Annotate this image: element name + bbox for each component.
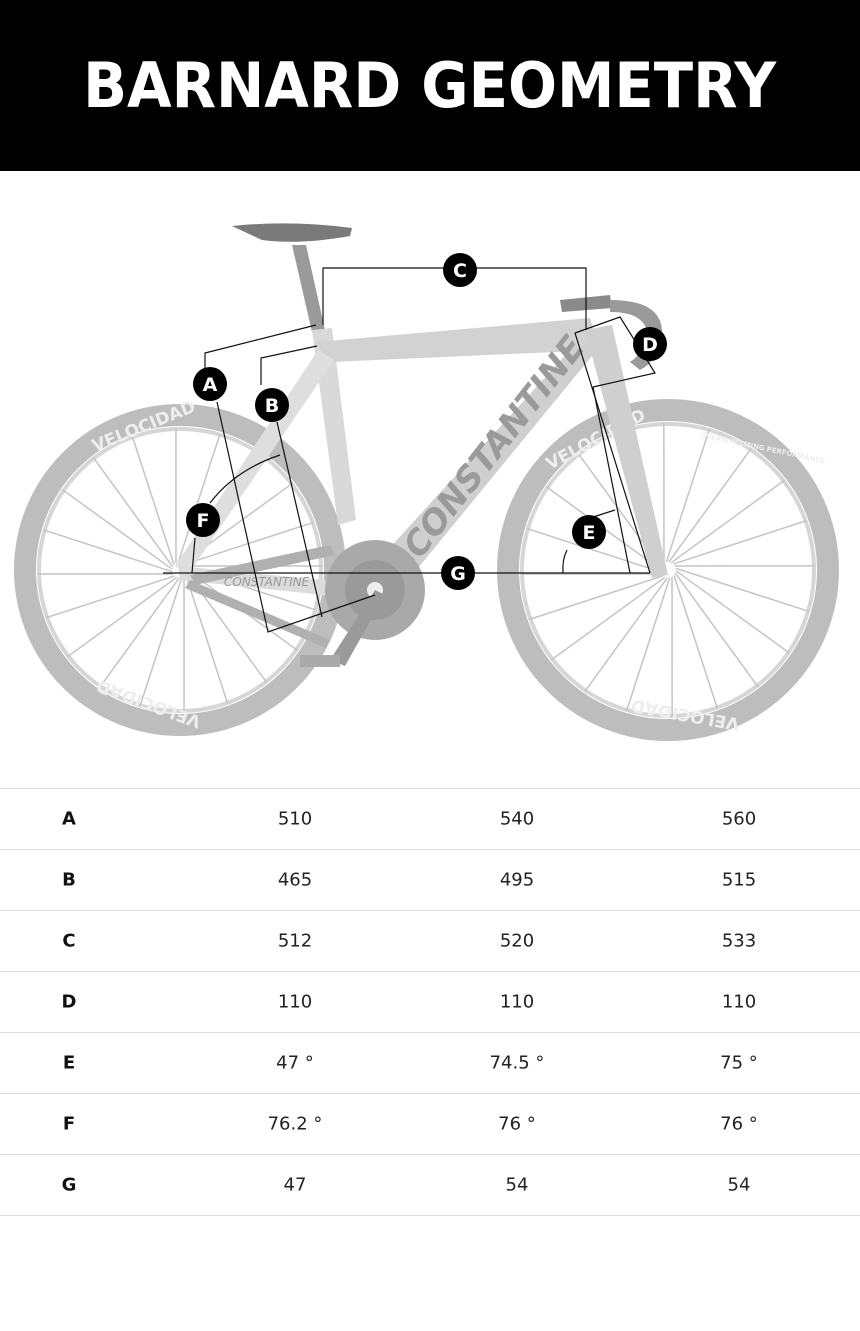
spoke xyxy=(62,489,173,570)
spoke xyxy=(675,567,810,613)
table-row: B 465 495 515 xyxy=(0,850,860,911)
spoke xyxy=(670,479,785,564)
spoke xyxy=(675,570,790,654)
line-f-arc xyxy=(209,454,281,504)
dimension-markers: A B C D E F G xyxy=(186,253,667,590)
spoke xyxy=(185,575,229,704)
svg-text:A: A xyxy=(203,374,218,396)
spoke xyxy=(99,577,180,688)
table-row: D 110 110 110 xyxy=(0,972,860,1033)
row-key: B xyxy=(62,869,76,891)
marker-g: G xyxy=(441,556,475,590)
spoke xyxy=(185,521,314,565)
spoke xyxy=(625,577,671,712)
bike-geometry-diagram: VELOCIDAD VELOCIDAD VELOCIDAD OVERWHELMI… xyxy=(0,171,860,789)
row-key: C xyxy=(62,930,76,952)
row-value: 54 xyxy=(727,1174,751,1196)
marker-b: B xyxy=(255,388,289,422)
row-value: 47 ° xyxy=(276,1052,314,1074)
row-value: 110 xyxy=(499,991,535,1013)
row-value: 533 xyxy=(721,930,757,952)
line-b-seat xyxy=(276,421,323,618)
row-value: 495 xyxy=(499,869,535,891)
row-value: 540 xyxy=(499,808,535,830)
row-value: 75 ° xyxy=(720,1052,758,1074)
spoke xyxy=(92,457,174,568)
line-head xyxy=(574,332,651,574)
spoke xyxy=(526,527,661,573)
marker-a: A xyxy=(193,367,227,401)
spoke xyxy=(131,436,175,565)
svg-text:B: B xyxy=(265,395,279,417)
svg-text:G: G xyxy=(450,563,466,585)
row-value: 110 xyxy=(277,991,313,1013)
spoke xyxy=(674,572,759,687)
spoke xyxy=(529,575,663,621)
spoke xyxy=(46,575,175,619)
spoke xyxy=(177,433,221,563)
row-value: 515 xyxy=(721,869,757,891)
spoke xyxy=(67,576,178,658)
spoke xyxy=(673,519,807,565)
spoke xyxy=(673,575,719,709)
line-b xyxy=(260,345,318,385)
front-wheel: VELOCIDAD OVERWHELMING PERFORMANCE VELOC… xyxy=(497,399,839,741)
line-fork xyxy=(592,386,631,574)
marker-e: E xyxy=(572,515,606,549)
svg-text:F: F xyxy=(197,510,210,532)
table-row: C 512 520 533 xyxy=(0,911,860,972)
spoke xyxy=(43,529,173,573)
row-value: 510 xyxy=(277,808,313,830)
row-value: 110 xyxy=(721,991,757,1013)
spoke xyxy=(139,577,183,707)
marker-c: C xyxy=(443,253,477,287)
spoke xyxy=(551,576,666,661)
line-f xyxy=(191,537,196,574)
bicycle-image: VELOCIDAD VELOCIDAD VELOCIDAD OVERWHELMI… xyxy=(14,223,839,741)
table-row: A 510 540 560 xyxy=(0,789,860,850)
table-row: G 47 54 54 xyxy=(0,1155,860,1216)
row-key: E xyxy=(62,1052,76,1074)
chainstay-brand-text: CONSTANTINE xyxy=(224,575,310,589)
geometry-table: A 510 540 560 B 465 495 515 C 512 520 533 D 110 110 110… xyxy=(0,788,860,1216)
spoke xyxy=(665,428,711,563)
row-key: D xyxy=(61,991,77,1013)
table-row: F 76.2 ° 76 ° 76 ° xyxy=(0,1094,860,1155)
row-value: 560 xyxy=(721,808,757,830)
svg-text:D: D xyxy=(642,334,658,356)
row-key: G xyxy=(61,1174,77,1196)
row-value: 76.2 ° xyxy=(267,1113,323,1135)
line-a xyxy=(204,324,317,370)
row-value: 520 xyxy=(499,930,535,952)
line-e-arc2 xyxy=(562,549,568,574)
row-value: 76 ° xyxy=(498,1113,536,1135)
svg-text:E: E xyxy=(583,522,596,544)
row-key: A xyxy=(62,808,76,830)
svg-text:C: C xyxy=(453,260,467,282)
row-value: 47 xyxy=(283,1174,307,1196)
page-title: BARNARD GEOMETRY xyxy=(83,49,777,122)
marker-d: D xyxy=(633,327,667,361)
spoke xyxy=(584,577,668,692)
header-banner: BARNARD GEOMETRY xyxy=(0,0,860,171)
table-row: E 47 ° 74.5 ° 75 ° xyxy=(0,1033,860,1094)
marker-f: F xyxy=(186,503,220,537)
row-value: 465 xyxy=(277,869,313,891)
row-value: 74.5 ° xyxy=(489,1052,545,1074)
row-value: 76 ° xyxy=(720,1113,758,1135)
spoke xyxy=(668,448,752,563)
row-key: F xyxy=(62,1113,76,1135)
row-value: 54 xyxy=(505,1174,529,1196)
row-value: 512 xyxy=(277,930,313,952)
